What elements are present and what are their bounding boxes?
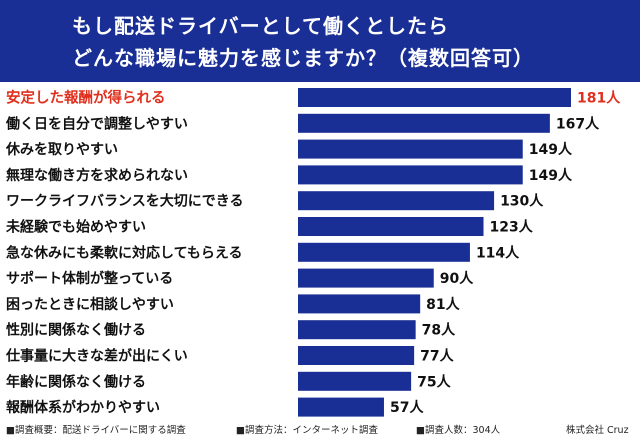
category-label: ワークライフバランスを大切にできる: [6, 193, 243, 210]
category-label: 未経験でも始めやすい: [6, 219, 146, 236]
bar: [298, 320, 416, 340]
bar: [298, 397, 384, 417]
bar: [298, 217, 484, 236]
value-label: 57人: [390, 399, 424, 416]
value-label: 167人: [556, 115, 600, 132]
category-label: 性別に関係なく働ける: [6, 322, 146, 339]
bar: [298, 165, 523, 185]
bar: [298, 88, 571, 107]
footer-survey-summary: ■調査概要：配送ドライバーに関する調査: [6, 425, 186, 436]
category-label: 報酬体系がわかりやすい: [6, 399, 160, 416]
value-label: 181人: [577, 90, 621, 107]
footer-survey-count: ■調査人数：304人: [416, 425, 501, 436]
category-label: サポート体制が整っている: [6, 270, 173, 287]
value-label: 75人: [417, 373, 451, 390]
chart-title-line-1: もし配送ドライバーとして働くとしたら: [72, 14, 449, 38]
category-label: 年齢に関係なく働ける: [6, 373, 146, 390]
value-label: 130人: [500, 193, 544, 210]
category-label: 休みを取りやすい: [5, 141, 118, 158]
value-label: 149人: [529, 141, 573, 158]
category-label: 無理な働き方を求められない: [6, 167, 188, 184]
value-label: 123人: [490, 219, 534, 236]
value-label: 78人: [422, 322, 456, 339]
category-label: 困ったときに相談しやすい: [6, 296, 174, 313]
value-label: 90人: [440, 270, 474, 287]
value-label: 149人: [529, 167, 573, 184]
bar: [298, 242, 470, 262]
value-label: 114人: [476, 244, 520, 261]
value-label: 81人: [426, 296, 460, 313]
footer-company: 株式会社 Cruz: [566, 425, 629, 436]
category-label: 急な休みにも柔軟に対応してもらえる: [6, 244, 242, 261]
bar: [298, 371, 412, 391]
title-banner: もし配送ドライバーとして働くとしたら どんな職場に魅力を感じますか？（複数回答可…: [0, 0, 640, 82]
bar: [298, 139, 523, 159]
chart-title-line-2: どんな職場に魅力を感じますか？（複数回答可）: [72, 46, 534, 70]
value-label: 77人: [420, 348, 454, 365]
footer: ■調査概要：配送ドライバーに関する調査 ■調査方法：インターネット調査 ■調査人…: [6, 420, 634, 436]
bar: [298, 294, 421, 314]
bar: [298, 346, 415, 365]
footer-survey-method: ■調査方法：インターネット調査: [236, 425, 378, 436]
bar: [298, 113, 550, 133]
category-label: 安定した報酬が得られる: [6, 89, 166, 107]
category-label: 働く日を自分で調整しやすい: [5, 115, 188, 132]
bar: [298, 268, 434, 288]
category-label: 仕事量に大きな差が出にくい: [5, 348, 188, 365]
bar: [298, 191, 495, 211]
